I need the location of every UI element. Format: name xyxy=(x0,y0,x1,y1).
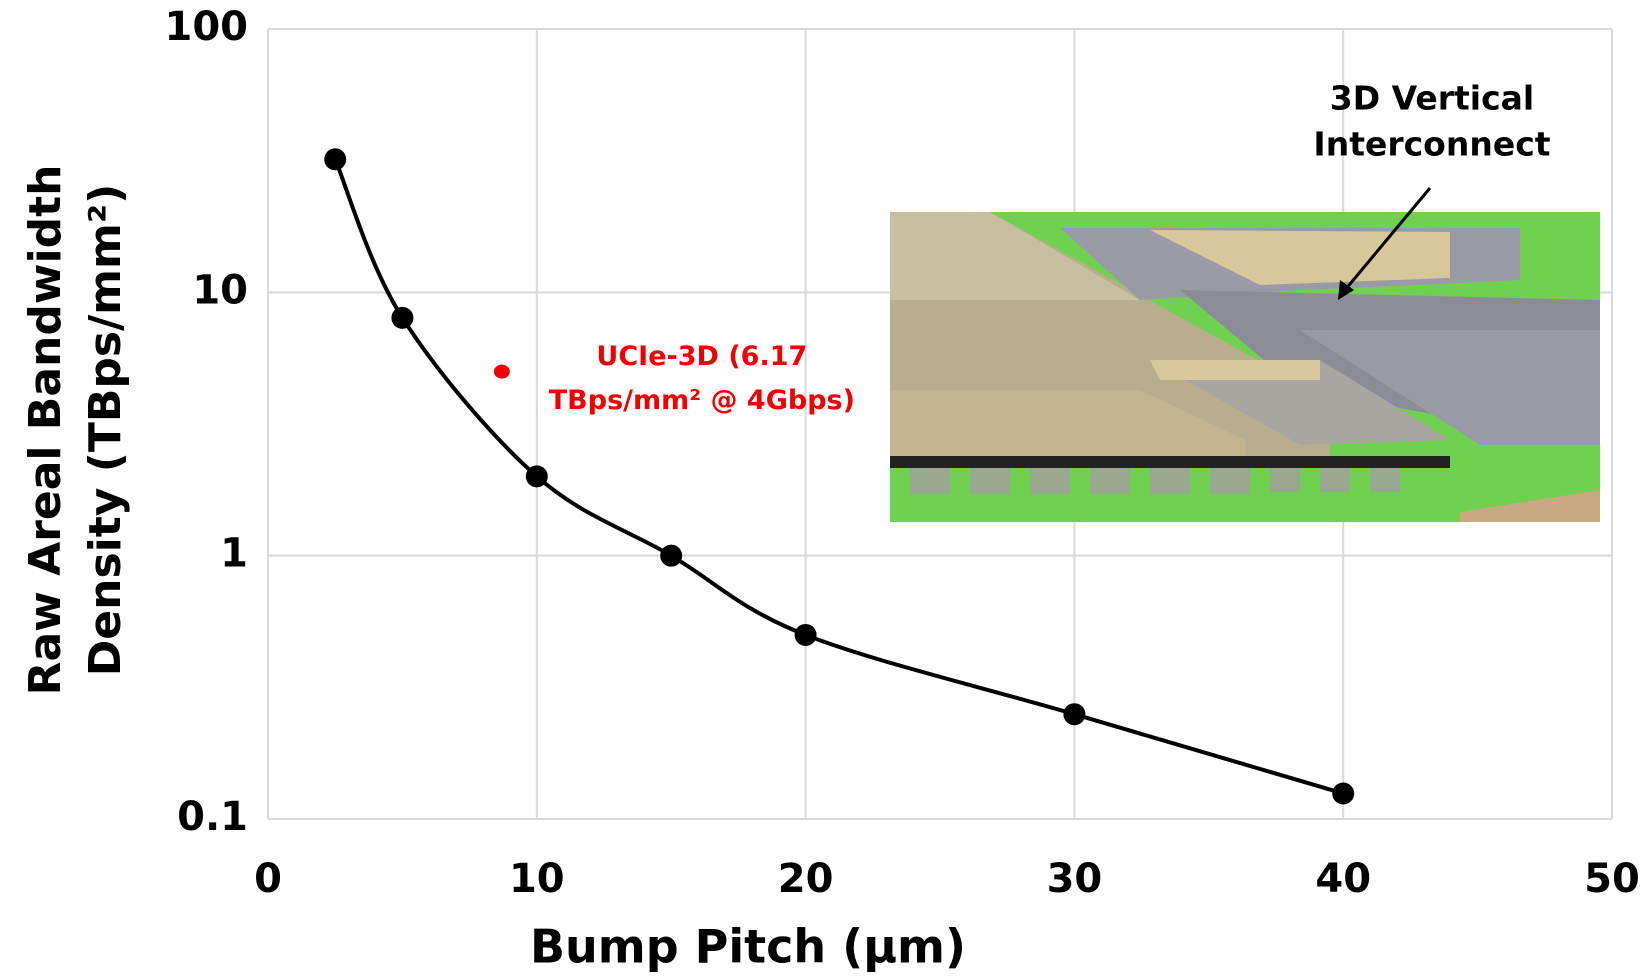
annotation: TBps/mm² @ 4Gbps) xyxy=(549,385,855,416)
y-axis-label: Raw Areal Bandwidth xyxy=(20,165,71,696)
y-tick-label: 1 xyxy=(220,531,248,577)
y-tick-label: 10 xyxy=(192,267,248,313)
x-axis-label: Bump Pitch (μm) xyxy=(530,920,966,974)
data-point xyxy=(660,544,683,567)
x-tick-label: 0 xyxy=(254,856,282,902)
y-axis-label: Density (TBps/mm²) xyxy=(80,184,131,677)
data-point xyxy=(391,306,414,329)
inset-label: Interconnect xyxy=(1313,125,1550,164)
y-tick-label: 100 xyxy=(165,4,249,50)
x-tick-label: 40 xyxy=(1315,856,1371,902)
y-tick-label: 0.1 xyxy=(177,794,248,840)
x-tick-label: 50 xyxy=(1584,856,1640,902)
x-tick-label: 30 xyxy=(1047,856,1103,902)
data-point xyxy=(1063,703,1086,726)
data-point xyxy=(525,465,548,488)
data-point xyxy=(1332,782,1355,805)
annotation: UCIe-3D (6.17 xyxy=(596,341,807,372)
data-point xyxy=(794,623,817,646)
x-tick-label: 20 xyxy=(778,856,834,902)
highlight-point xyxy=(493,364,510,379)
inset-label: 3D Vertical xyxy=(1330,79,1534,118)
x-tick-label: 10 xyxy=(509,856,565,902)
data-point xyxy=(324,148,347,171)
inset-illustration: 3D Vertical Interconnect xyxy=(890,79,1600,522)
